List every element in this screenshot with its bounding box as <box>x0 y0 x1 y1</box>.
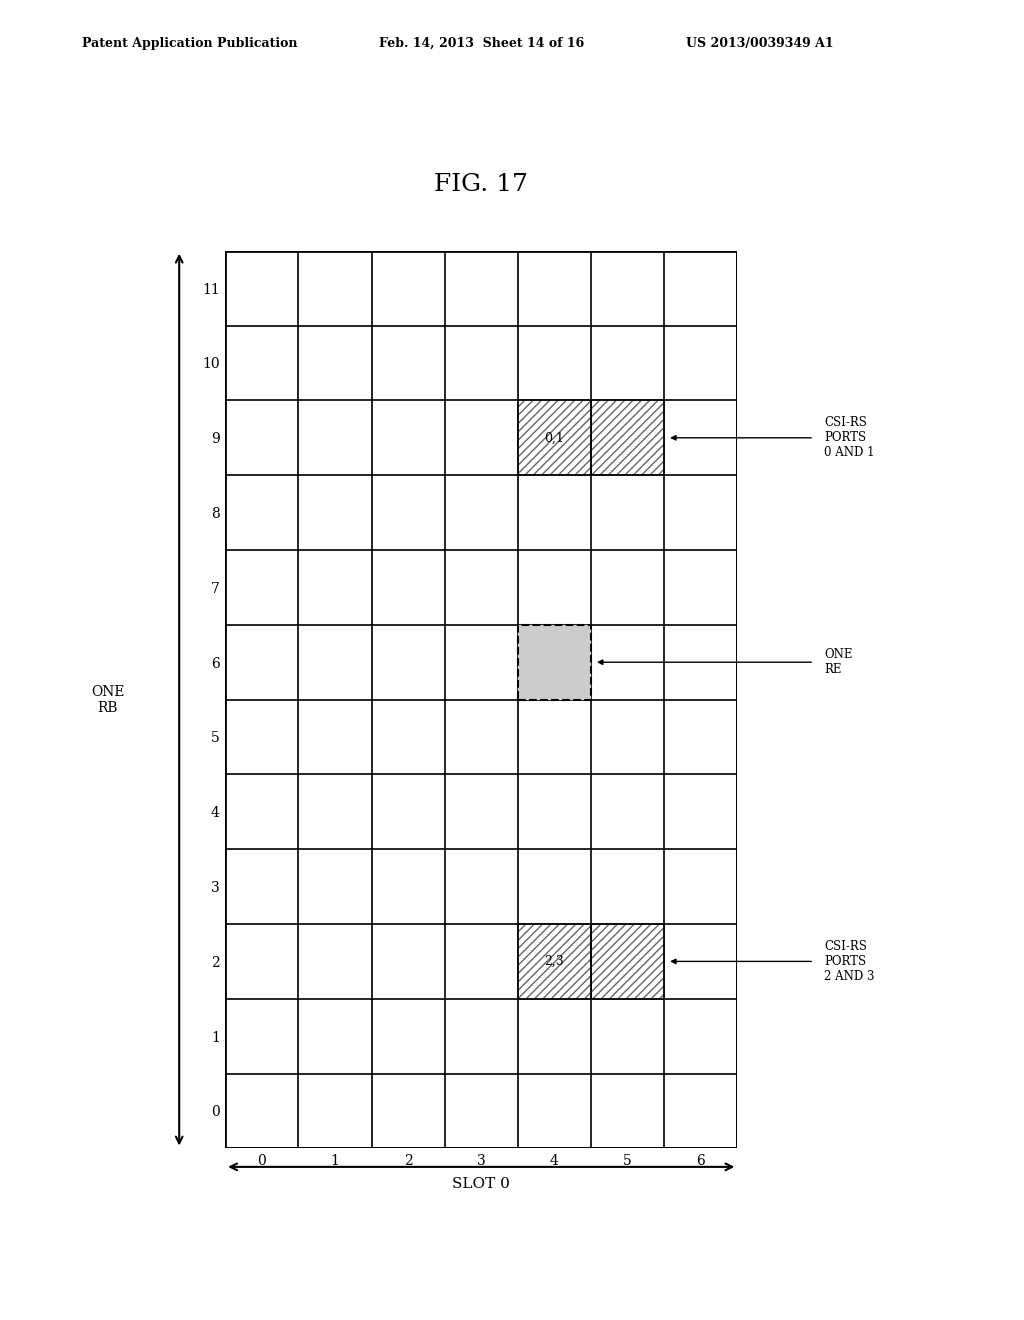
Text: ONE
RE: ONE RE <box>824 648 853 676</box>
Bar <box>591 924 665 999</box>
Text: CSI-RS
PORTS
2 AND 3: CSI-RS PORTS 2 AND 3 <box>824 940 874 983</box>
Text: Feb. 14, 2013  Sheet 14 of 16: Feb. 14, 2013 Sheet 14 of 16 <box>379 37 584 50</box>
Bar <box>518 924 591 999</box>
Bar <box>591 400 665 475</box>
Text: 0,1: 0,1 <box>545 432 564 445</box>
Text: US 2013/0039349 A1: US 2013/0039349 A1 <box>686 37 834 50</box>
Text: SLOT 0: SLOT 0 <box>453 1177 510 1191</box>
Bar <box>518 924 591 999</box>
Bar <box>518 624 591 700</box>
Bar <box>591 400 665 475</box>
Text: ONE
RB: ONE RB <box>91 685 124 714</box>
Bar <box>591 924 665 999</box>
Text: 2,3: 2,3 <box>545 954 564 968</box>
Text: FIG. 17: FIG. 17 <box>434 173 528 197</box>
Bar <box>518 400 591 475</box>
Bar <box>518 624 591 700</box>
Text: Patent Application Publication: Patent Application Publication <box>82 37 297 50</box>
Text: CSI-RS
PORTS
0 AND 1: CSI-RS PORTS 0 AND 1 <box>824 416 874 459</box>
Bar <box>518 400 591 475</box>
